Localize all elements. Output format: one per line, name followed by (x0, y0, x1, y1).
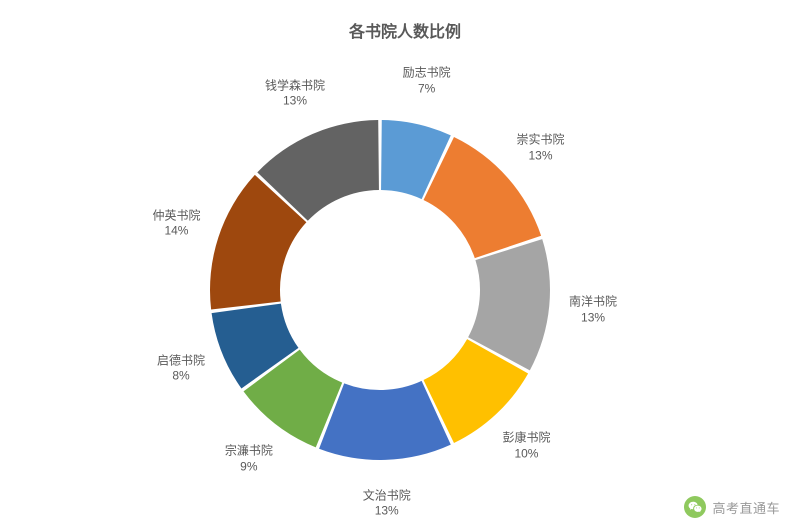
slice-label-name: 钱学森书院 (265, 78, 325, 92)
slice-label-percent: 14% (152, 224, 200, 240)
slice-label-percent: 9% (225, 459, 273, 475)
slice-label-name: 文治书院 (363, 488, 411, 502)
slice-label-name: 宗濂书院 (225, 443, 273, 457)
slice-label-percent: 10% (502, 446, 550, 462)
slice-label: 宗濂书院 9% (225, 443, 273, 474)
slice-label-percent: 7% (403, 81, 451, 97)
slice-label: 励志书院7% (403, 66, 451, 97)
watermark: 高考直通车 (684, 496, 780, 518)
slice-label: 彭康书院 10% (502, 430, 550, 461)
slice-label-percent: 13% (517, 148, 565, 164)
slice-label-name: 南洋书院 (569, 295, 617, 309)
slice-label-percent: 13% (363, 504, 411, 520)
wechat-icon (684, 496, 706, 518)
slice-label-name: 励志书院 (403, 66, 451, 80)
slice-label-name: 彭康书院 (502, 430, 550, 444)
slice-label-percent: 13% (569, 310, 617, 326)
slice-label: 文治书院 13% (363, 488, 411, 519)
slice-label: 南洋书院13% (569, 295, 617, 326)
watermark-text: 高考直通车 (712, 498, 780, 517)
slice-label-percent: 13% (265, 94, 325, 110)
slice-label-percent: 8% (157, 369, 205, 385)
slice-label: 启德书院 8% (157, 353, 205, 384)
slice-label-name: 启德书院 (157, 353, 205, 367)
slice-label-name: 仲英书院 (152, 208, 200, 222)
slice-label: 仲英书院 14% (152, 208, 200, 239)
slice-label-name: 崇实书院 (517, 133, 565, 147)
slice-label: 钱学森书院 13% (265, 78, 325, 109)
donut-chart: 励志书院7%崇实书院13%南洋书院13%彭康书院10%文治书院13%宗濂书院9%… (0, 0, 810, 532)
slice-label: 崇实书院13% (517, 133, 565, 164)
